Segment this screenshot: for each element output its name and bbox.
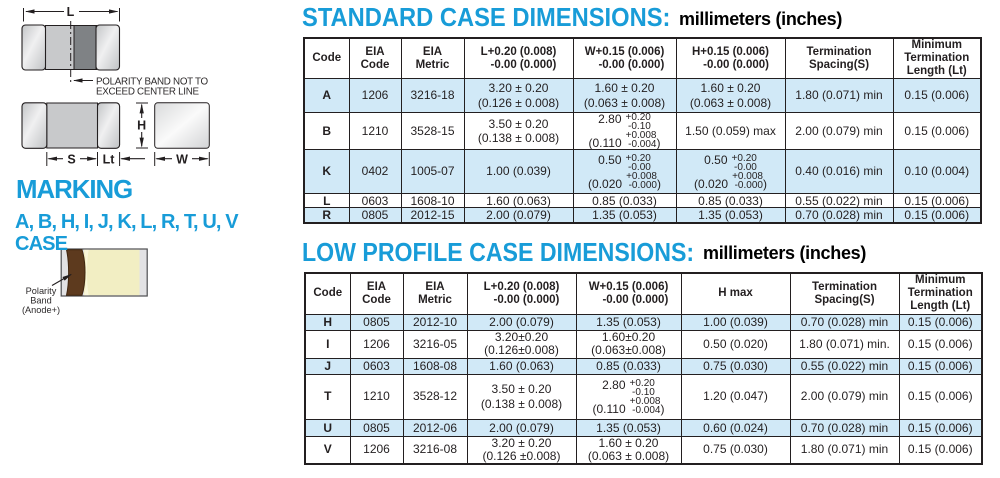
svg-text:H: H bbox=[137, 119, 146, 133]
svg-text:EXCEED CENTER LINE: EXCEED CENTER LINE bbox=[96, 86, 199, 97]
svg-text:Lt: Lt bbox=[103, 153, 116, 167]
svg-text:(Anode+): (Anode+) bbox=[22, 305, 60, 315]
svg-text:POLARITY BAND NOT TO: POLARITY BAND NOT TO bbox=[96, 77, 208, 88]
svg-text:S: S bbox=[67, 153, 75, 167]
svg-text:Polarity: Polarity bbox=[26, 286, 57, 296]
svg-text:Band: Band bbox=[30, 296, 51, 306]
svg-text:W: W bbox=[176, 153, 188, 167]
svg-text:L: L bbox=[67, 5, 75, 19]
